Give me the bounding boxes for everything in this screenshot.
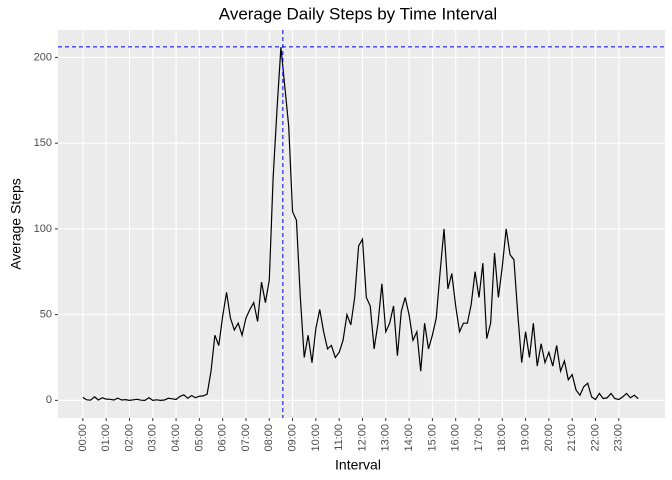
x-tick-label: 22:00	[589, 424, 601, 452]
x-tick-label: 23:00	[613, 424, 625, 452]
x-tick-label: 17:00	[473, 424, 485, 452]
y-axis-title: Average Steps	[8, 178, 24, 270]
x-tick-label: 05:00	[193, 424, 205, 452]
panel	[58, 30, 665, 418]
x-tick-label: 18:00	[496, 424, 508, 452]
data-line	[82, 47, 639, 401]
x-tick-label: 01:00	[100, 424, 112, 452]
y-tick-label: 0	[46, 394, 52, 406]
x-tick-label: 06:00	[217, 424, 229, 452]
x-tick-label: 19:00	[519, 424, 531, 452]
x-tick-label: 14:00	[403, 424, 415, 452]
x-tick-label: 07:00	[240, 424, 252, 452]
x-tick-label: 12:00	[356, 424, 368, 452]
x-tick-label: 09:00	[286, 424, 298, 452]
x-tick-label: 21:00	[566, 424, 578, 452]
x-axis-title: Interval	[335, 457, 381, 473]
x-tick-label: 08:00	[263, 424, 275, 452]
x-tick-label: 15:00	[426, 424, 438, 452]
x-tick-label: 04:00	[170, 424, 182, 452]
x-tick-label: 03:00	[147, 424, 159, 452]
chart-title: Average Daily Steps by Time Interval	[219, 4, 497, 23]
x-tick-label: 11:00	[333, 424, 345, 451]
y-tick-label: 50	[40, 309, 52, 321]
y-tick-label: 150	[34, 137, 52, 149]
x-tick-label: 20:00	[543, 424, 555, 452]
x-tick-label: 00:00	[77, 424, 89, 452]
y-tick-label: 100	[34, 223, 52, 235]
x-tick-label: 10:00	[310, 424, 322, 452]
x-tick-label: 16:00	[450, 424, 462, 452]
x-tick-label: 13:00	[380, 424, 392, 452]
y-tick-label: 200	[34, 51, 52, 63]
x-tick-label: 02:00	[123, 424, 135, 452]
